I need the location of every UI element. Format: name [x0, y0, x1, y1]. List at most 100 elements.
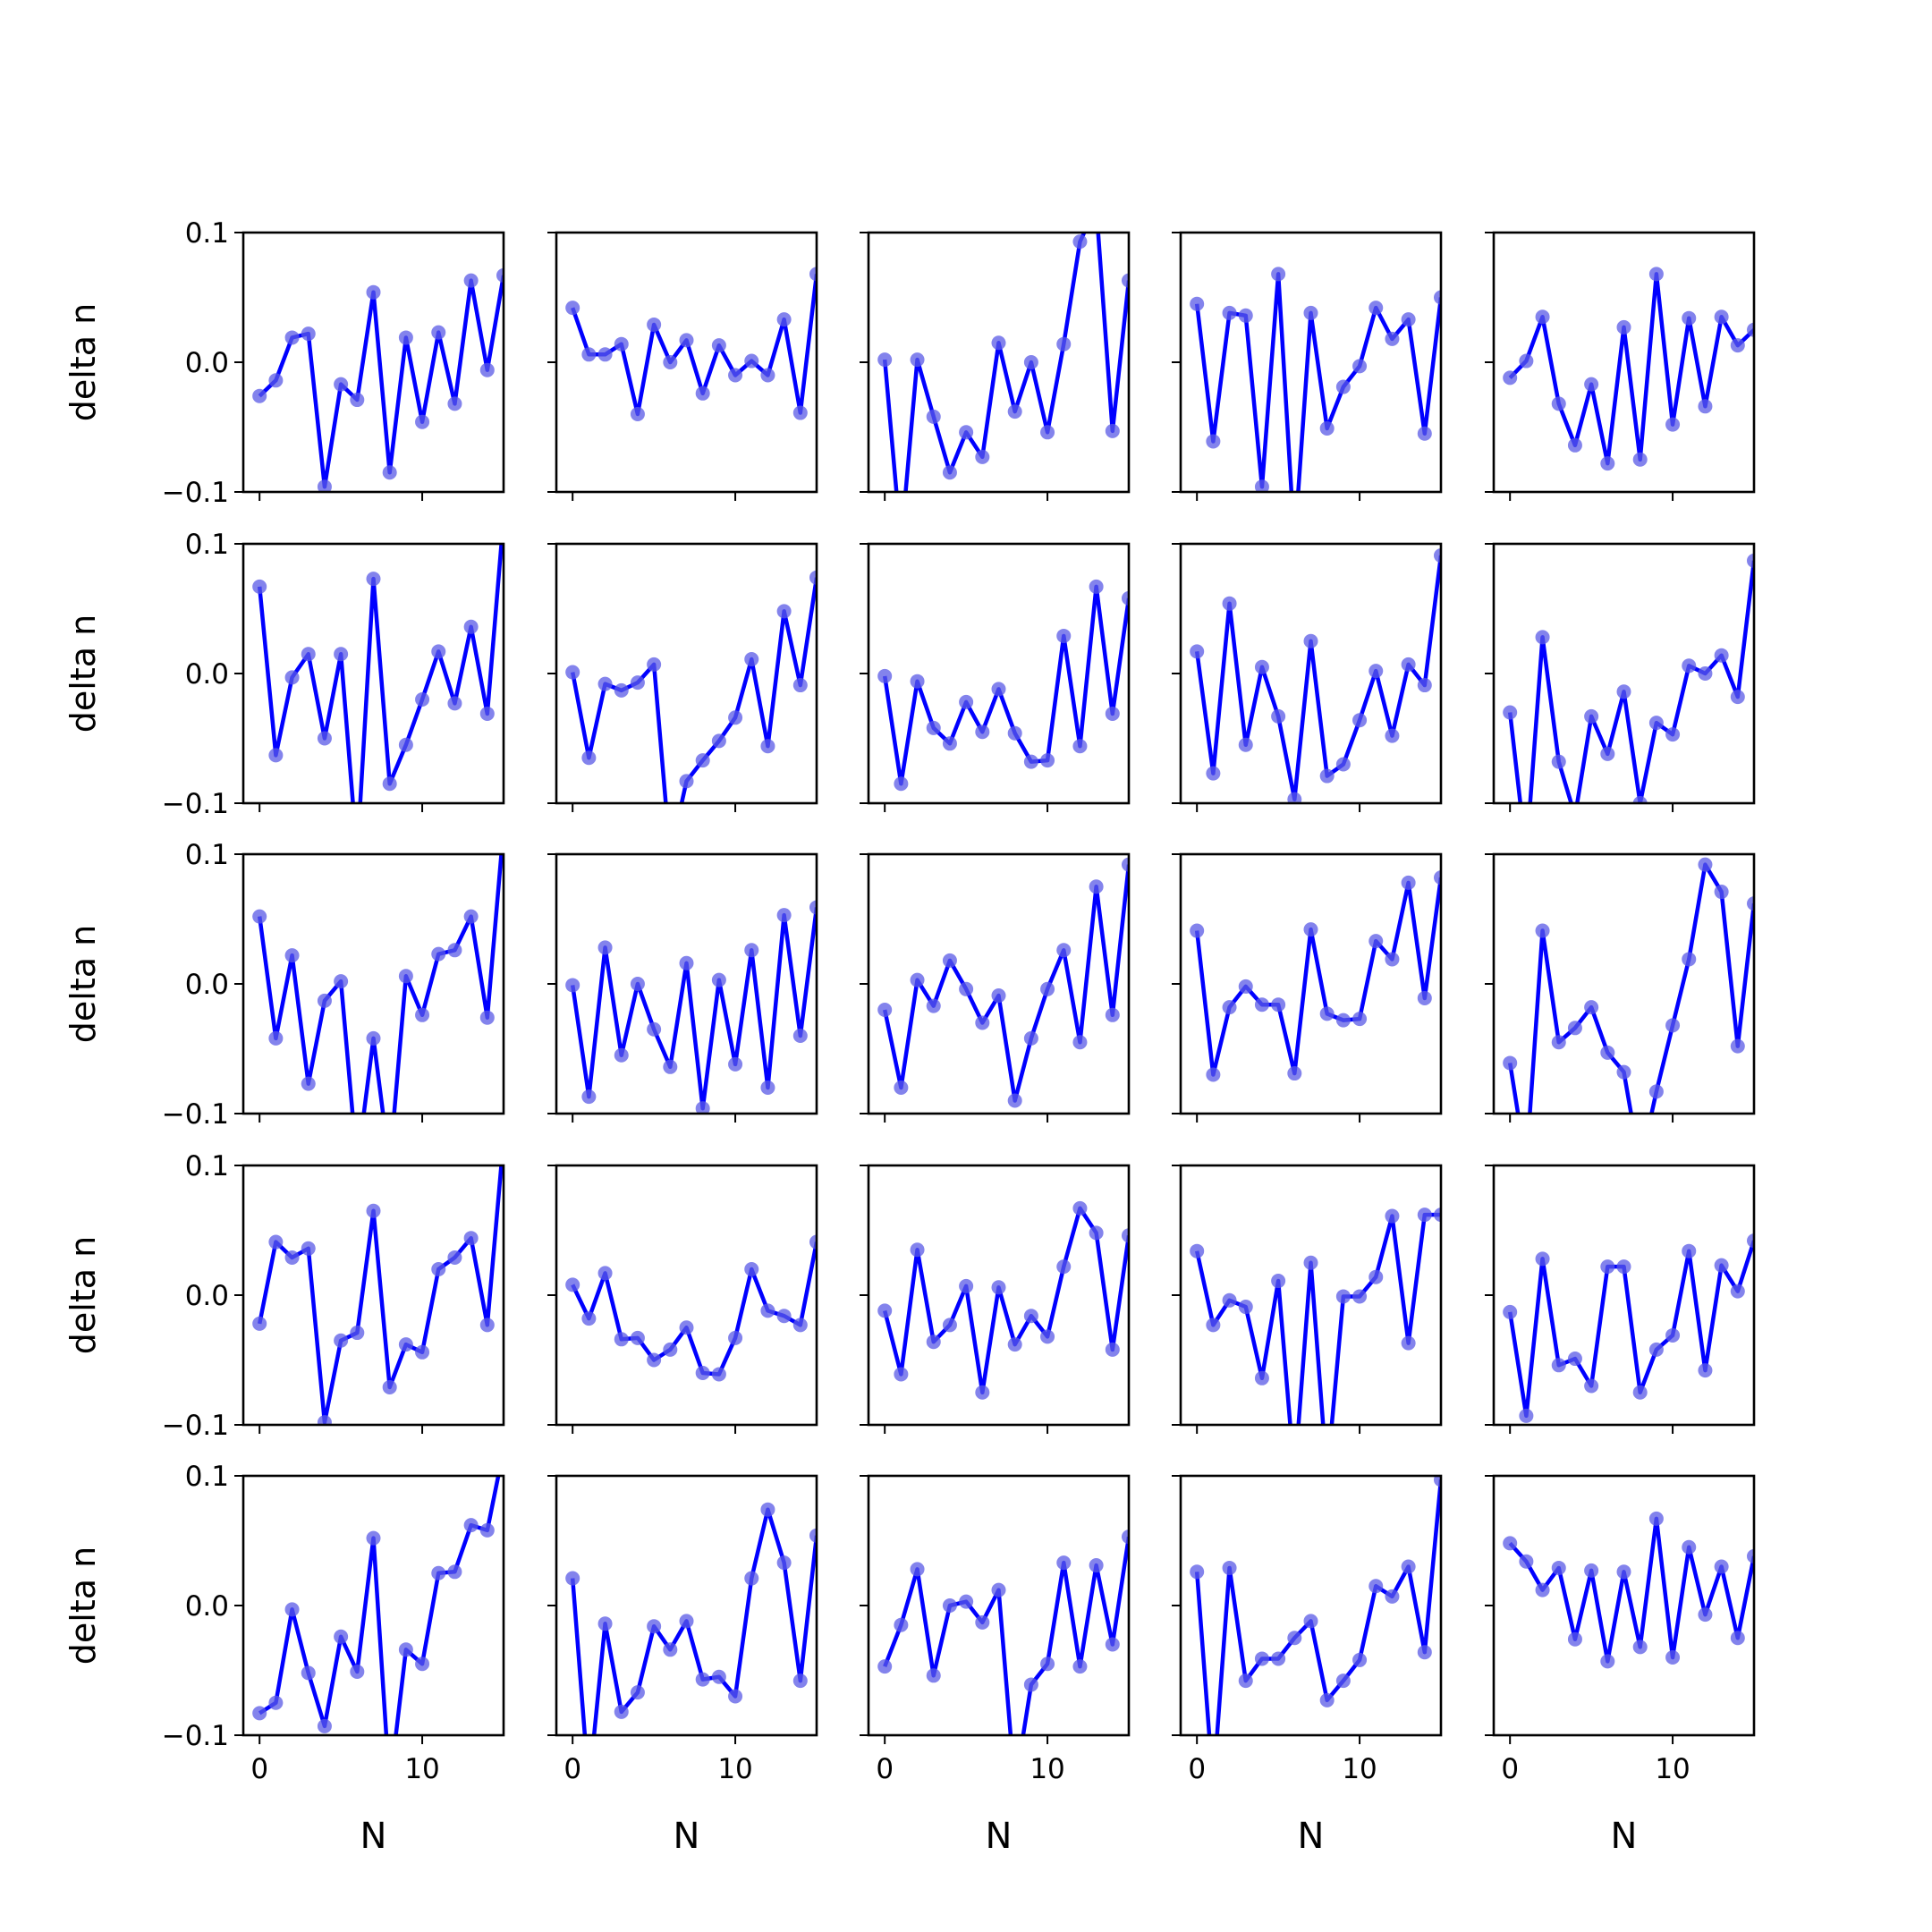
x-tick-label: 10 [1030, 1753, 1064, 1785]
data-series [1503, 553, 1754, 803]
data-point [647, 317, 662, 332]
data-point [1089, 579, 1104, 594]
data-point [809, 1234, 817, 1250]
data-point [910, 1562, 925, 1577]
data-point [581, 750, 597, 766]
data-point [711, 972, 726, 987]
data-point [366, 1030, 381, 1046]
data-point [1616, 1064, 1631, 1080]
data-point [1567, 1021, 1582, 1036]
data-point [877, 352, 893, 368]
data-point [877, 1303, 893, 1318]
data-point [910, 1242, 925, 1258]
data-point [1368, 934, 1384, 949]
data-point [447, 1564, 462, 1580]
data-point [1714, 1258, 1729, 1273]
x-tick-label: 0 [564, 1753, 581, 1785]
data-point [1190, 1243, 1205, 1258]
data-point [581, 347, 597, 362]
series-line [882, 864, 1129, 1103]
y-axis-label: delta n [64, 614, 103, 733]
data-point [1352, 1289, 1368, 1304]
data-point [1040, 753, 1055, 768]
data-point [398, 1337, 413, 1352]
data-point [1434, 1476, 1441, 1487]
data-point [728, 1056, 743, 1072]
data-point [284, 670, 300, 685]
subplot-r2-c3 [1172, 852, 1443, 1123]
y-tick-label: −0.1 [162, 1098, 229, 1131]
data-point [268, 373, 284, 388]
data-point [479, 1010, 495, 1025]
data-point [1567, 1631, 1582, 1647]
data-point [382, 776, 397, 792]
data-point [1287, 1631, 1302, 1646]
data-series [877, 1530, 1129, 1735]
series-line [882, 584, 1129, 786]
data-series [252, 267, 504, 492]
data-point [1254, 1370, 1269, 1385]
x-tick-label: 10 [1342, 1753, 1377, 1785]
y-axis-label: delta n [64, 1236, 103, 1354]
data-point [728, 710, 743, 725]
data-point [463, 273, 479, 288]
data-point [1401, 1559, 1416, 1574]
series-line [257, 854, 504, 1114]
data-point [1584, 708, 1599, 724]
data-point [630, 407, 645, 421]
series-line [258, 275, 504, 489]
data-point [760, 368, 775, 383]
data-point [614, 1332, 629, 1347]
data-series [565, 570, 817, 803]
data-point [284, 330, 300, 345]
data-point [1682, 1243, 1697, 1258]
data-point [1632, 1640, 1648, 1655]
data-point [1648, 1342, 1664, 1357]
data-point [991, 1582, 1006, 1597]
data-point [284, 1250, 300, 1265]
subplot-r2-c2 [860, 852, 1131, 1123]
data-point [1535, 630, 1550, 645]
data-series [877, 857, 1129, 1108]
x-tick-label: 0 [1501, 1753, 1519, 1785]
data-point [1206, 766, 1221, 781]
data-point [317, 731, 332, 746]
data-point [1551, 754, 1566, 769]
data-series [565, 1234, 817, 1382]
data-point [679, 955, 694, 970]
x-axis-label: N [674, 1816, 700, 1857]
data-point [496, 267, 504, 283]
data-point [991, 1280, 1006, 1295]
data-point [431, 946, 446, 962]
series-line [257, 544, 504, 803]
data-point [1122, 1530, 1129, 1545]
data-point [1682, 310, 1697, 326]
data-point [1584, 1000, 1599, 1015]
data-point [1551, 396, 1566, 411]
data-point [959, 981, 974, 996]
data-point [1648, 1084, 1664, 1099]
data-point [1105, 1637, 1120, 1652]
data-point [1401, 312, 1416, 327]
data-point [1352, 1652, 1368, 1667]
y-tick-label: 0.0 [185, 1590, 229, 1623]
data-point [415, 1657, 430, 1672]
data-point [496, 511, 511, 525]
data-point [959, 1594, 974, 1609]
data-point [1535, 1582, 1550, 1597]
data-point [597, 676, 613, 691]
data-point [1648, 267, 1664, 282]
subplot-r1-c4 [1485, 542, 1756, 812]
data-point [597, 1616, 613, 1631]
data-point [809, 570, 817, 585]
data-point [479, 1318, 495, 1333]
subplot-r4-c1: 0 10 N [547, 1474, 818, 1857]
data-point [1648, 1511, 1664, 1526]
data-point [695, 1672, 710, 1687]
data-point [1665, 1327, 1681, 1343]
data-point [597, 940, 613, 955]
y-tick-label: −0.1 [162, 788, 229, 820]
series-line [570, 1507, 817, 1735]
data-point [744, 353, 759, 369]
data-point [1335, 757, 1351, 772]
